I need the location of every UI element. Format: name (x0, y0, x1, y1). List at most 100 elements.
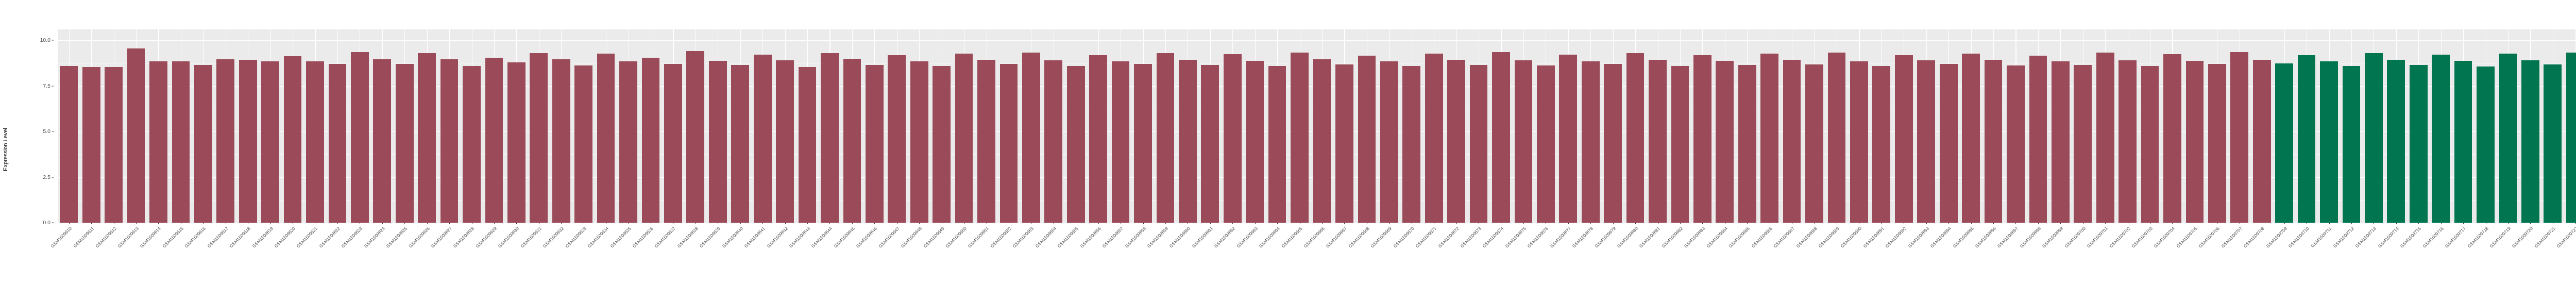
bar (1246, 60, 1264, 223)
x-axis-tick-label: GSM1509632 (541, 226, 565, 249)
x-axis-tick-label: GSM1509685 (1727, 226, 1751, 249)
x-axis-tick-label: GSM1509693 (1907, 226, 1930, 249)
bar (1962, 53, 1980, 223)
x-axis-tick-label: GSM1509617 (206, 226, 229, 249)
y-axis-tick-mark (52, 131, 54, 132)
x-axis-tick-label: GSM1509658 (1124, 226, 1147, 249)
x-axis-tick-label: GSM1509674 (1481, 226, 1505, 249)
x-axis-tick-label: GSM1509690 (1839, 226, 1863, 249)
x-axis-tick-label: GSM1509716 (2421, 226, 2445, 249)
x-axis-tick-label: GSM1509613 (116, 226, 140, 249)
bar (821, 53, 839, 223)
x-axis-tick-mark (1702, 223, 1703, 224)
bar (2454, 60, 2472, 223)
x-axis-tick-mark (785, 223, 786, 224)
x-axis-tick-label: GSM1509700 (2063, 226, 2087, 249)
x-axis-tick-mark (2351, 223, 2352, 224)
x-axis-tick-label: GSM1509718 (2466, 226, 2489, 249)
x-axis-tick-label: GSM1509644 (810, 226, 834, 249)
bar (440, 59, 459, 223)
bar (2141, 66, 2159, 223)
x-axis-tick-label: GSM1509630 (497, 226, 520, 249)
bar (2252, 60, 2271, 223)
x-axis-tick-mark (1143, 223, 1144, 224)
x-axis-tick-label: GSM1509638 (676, 226, 699, 249)
x-axis-tick-label: GSM1509710 (2287, 226, 2311, 249)
bar (1604, 64, 1622, 223)
x-axis-tick-label: GSM1509687 (1772, 226, 1796, 249)
x-axis-tick-label: GSM1509655 (1056, 226, 1080, 249)
x-axis-tick-label: GSM1509622 (318, 226, 341, 249)
bar (1626, 53, 1645, 223)
x-axis-tick-label: GSM1509641 (743, 226, 767, 249)
x-axis-tick-mark (1165, 223, 1166, 224)
x-axis-tick-label: GSM1509692 (1884, 226, 1908, 249)
x-axis-tick-label: GSM1509635 (609, 226, 632, 249)
bar (574, 65, 593, 223)
bar (1581, 61, 1600, 223)
bar (977, 60, 995, 223)
bar (60, 65, 78, 223)
bar (798, 67, 817, 223)
bar (2119, 60, 2137, 223)
bar (1716, 60, 1734, 223)
x-axis-tick-label: GSM1509624 (363, 226, 386, 249)
x-axis-tick-label: GSM1509707 (2220, 226, 2243, 249)
bar (1111, 61, 1130, 223)
x-axis-tick-label: GSM1509715 (2399, 226, 2422, 249)
x-axis-tick-mark (2329, 223, 2330, 224)
x-axis-tick-label: GSM1509696 (1974, 226, 1997, 249)
x-axis-tick-label: GSM1509640 (721, 226, 744, 249)
x-axis-tick-label: GSM1509676 (1526, 226, 1550, 249)
x-axis-tick-mark (1590, 223, 1591, 224)
bar (1492, 52, 1510, 223)
x-axis-tick-label: GSM1509691 (1862, 226, 1885, 249)
bar (843, 59, 861, 223)
x-axis-tick-mark (1926, 223, 1927, 224)
x-axis-tick-label: GSM1509650 (944, 226, 968, 249)
x-axis-tick-label: GSM1509706 (2197, 226, 2221, 249)
bar (1671, 66, 1689, 223)
bar (1805, 64, 1823, 223)
x-axis-tick-label: GSM1509634 (586, 226, 610, 249)
grid-line-major-y (58, 40, 2576, 41)
x-axis-tick-label: GSM1509643 (788, 226, 811, 249)
x-axis-tick-label: GSM1509629 (474, 226, 498, 249)
bar (507, 62, 526, 223)
x-axis-tick-label: GSM1509697 (1996, 226, 2020, 249)
bar (1760, 54, 1779, 223)
bar (1089, 55, 1108, 223)
x-axis-tick-mark (762, 223, 764, 224)
x-axis-tick-label: GSM1509708 (2242, 226, 2266, 249)
x-axis-tick-mark (2172, 223, 2173, 224)
bar (753, 54, 772, 223)
x-axis-tick-label: GSM1509631 (519, 226, 543, 249)
x-axis-tick-label: GSM1509672 (1437, 226, 1460, 249)
bar (149, 61, 167, 223)
y-axis-tick-label: 2.5 (43, 174, 50, 180)
bar (2432, 54, 2450, 223)
bar (2297, 55, 2316, 223)
x-axis-tick-mark (852, 223, 853, 224)
x-axis-tick-label: GSM1509611 (72, 226, 95, 249)
x-axis-tick-label: GSM1509699 (2041, 226, 2064, 249)
x-axis-tick-label: GSM1509665 (1280, 226, 1303, 249)
bar (1156, 53, 1175, 223)
x-axis: GSM1509610 GSM1509611 GSM1509612 GSM1509613… (49, 223, 2576, 299)
x-axis-tick-label: GSM1509712 (2332, 226, 2355, 249)
x-axis-tick-label: GSM1509647 (877, 226, 901, 249)
bar (2320, 61, 2338, 223)
x-axis-tick-label: GSM1509698 (2019, 226, 2042, 249)
y-axis-tick-label: 5.0 (43, 128, 50, 135)
x-axis-tick-label: GSM1509704 (2153, 226, 2176, 249)
bar (1134, 63, 1152, 223)
x-axis-tick-mark (2418, 223, 2419, 224)
x-axis-tick-label: GSM1509663 (1235, 226, 1259, 249)
x-axis-tick-mark (919, 223, 920, 224)
x-axis-tick-mark (2105, 223, 2106, 224)
bar (1649, 59, 1667, 223)
bar (2566, 52, 2576, 223)
x-axis-tick-label: GSM1509711 (2310, 226, 2333, 249)
x-axis-tick-label: GSM1509657 (1101, 226, 1125, 249)
x-axis-tick-label: GSM1509720 (2511, 226, 2534, 249)
